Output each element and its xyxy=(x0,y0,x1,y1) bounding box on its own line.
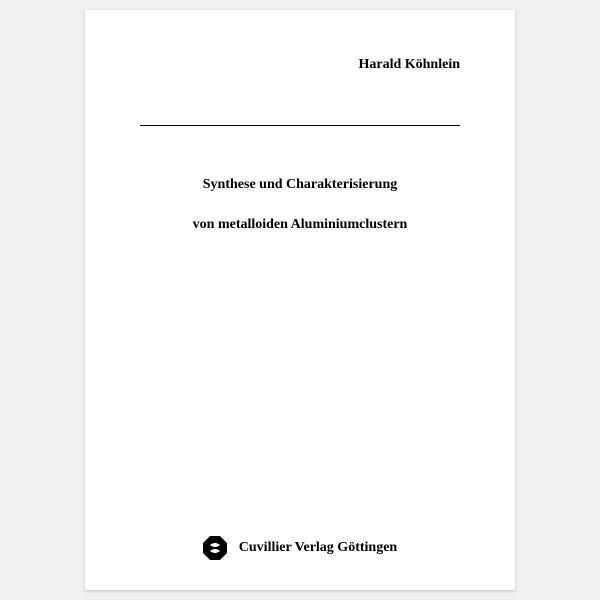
horizontal-divider xyxy=(140,125,460,126)
author-name: Harald Köhnlein xyxy=(358,57,460,72)
title-block: Synthese und Charakterisierung von metal… xyxy=(140,175,460,234)
author-block: Harald Köhnlein xyxy=(358,55,460,73)
title-line-1: Synthese und Charakterisierung xyxy=(140,175,460,195)
title-line-2: von metalloiden Aluminiumclustern xyxy=(140,215,460,235)
book-cover-page: Harald Köhnlein Synthese und Charakteris… xyxy=(85,10,515,590)
publisher-block: Cuvillier Verlag Göttingen xyxy=(85,536,515,560)
publisher-name: Cuvillier Verlag Göttingen xyxy=(239,540,397,556)
publisher-logo-icon xyxy=(203,536,227,560)
